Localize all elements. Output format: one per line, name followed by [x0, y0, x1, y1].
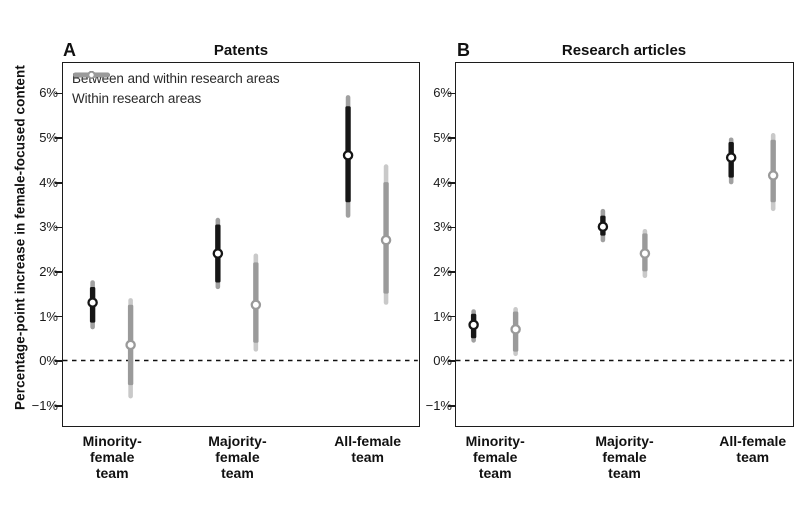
panel-b-plot-area — [455, 62, 794, 427]
y-tick-label: 5% — [39, 130, 58, 146]
point-marker — [468, 319, 479, 331]
y-tick-mark — [55, 315, 62, 318]
y-tick-mark — [55, 404, 62, 407]
y-tick-mark — [448, 137, 455, 139]
point-marker — [725, 152, 737, 163]
point-marker — [342, 150, 354, 161]
y-tick-label: 2% — [433, 263, 452, 279]
y-tick-label: 3% — [433, 219, 452, 235]
point-marker — [639, 248, 651, 259]
legend-line-gray-icon — [73, 71, 110, 79]
y-tick-mark — [448, 404, 455, 407]
y-tick-mark — [55, 92, 62, 95]
y-tick-label: 2% — [39, 263, 58, 279]
panel-a-chart — [63, 95, 418, 399]
panel-a-letter: A — [63, 40, 76, 60]
panel-b-letter: B — [457, 40, 470, 60]
y-tick-label: 6% — [433, 85, 452, 101]
y-tick-mark — [55, 181, 62, 184]
y-tick-mark — [448, 360, 455, 362]
legend-label: Between and within research areas — [72, 71, 280, 86]
y-tick-label: 1% — [39, 308, 58, 324]
panel-a-title: Patents — [213, 42, 269, 59]
y-tick-mark — [448, 315, 455, 318]
point-marker — [212, 248, 224, 259]
point-marker — [380, 234, 392, 246]
y-tick-label: −1% — [31, 397, 58, 413]
y-tick-mark — [448, 92, 455, 95]
y-tick-label: 5% — [433, 130, 452, 146]
y-tick-mark — [448, 226, 455, 229]
panel-a-plot-area: Between and within research areas Within… — [62, 62, 420, 427]
x-category-label: Majority- female team — [595, 433, 654, 481]
y-tick-label: −1% — [425, 397, 452, 413]
panel-b-title: Research articles — [561, 42, 687, 59]
point-marker — [510, 324, 521, 335]
point-marker — [250, 299, 262, 311]
y-tick-mark — [448, 181, 455, 184]
y-tick-label: 3% — [39, 219, 58, 235]
y-tick-mark — [55, 226, 62, 229]
y-tick-mark — [55, 137, 62, 139]
panel-b-chart — [456, 133, 792, 362]
x-category-label: Majority- female team — [208, 433, 267, 481]
legend-label: Within research areas — [72, 91, 202, 106]
y-tick-label: 4% — [433, 174, 452, 190]
y-tick-label: 6% — [39, 85, 58, 101]
x-category-label: All-female team — [719, 433, 787, 465]
x-category-label: All-female team — [334, 433, 402, 465]
x-category-label: Minority- female team — [82, 433, 142, 481]
point-marker — [125, 339, 136, 351]
y-tick-label: 1% — [433, 308, 452, 324]
y-tick-label: 0% — [39, 353, 58, 369]
point-marker — [87, 297, 98, 308]
y-tick-mark — [55, 271, 62, 273]
y-tick-label: 4% — [39, 174, 58, 190]
y-tick-mark — [55, 360, 62, 362]
x-category-label: Minority- female team — [465, 433, 525, 481]
point-marker — [597, 221, 609, 232]
y-tick-label: 0% — [433, 353, 452, 369]
legend-item-within: Within research areas — [72, 71, 280, 108]
legend: Between and within research areas Within… — [72, 69, 280, 108]
point-marker — [767, 170, 779, 181]
y-tick-mark — [448, 271, 455, 273]
